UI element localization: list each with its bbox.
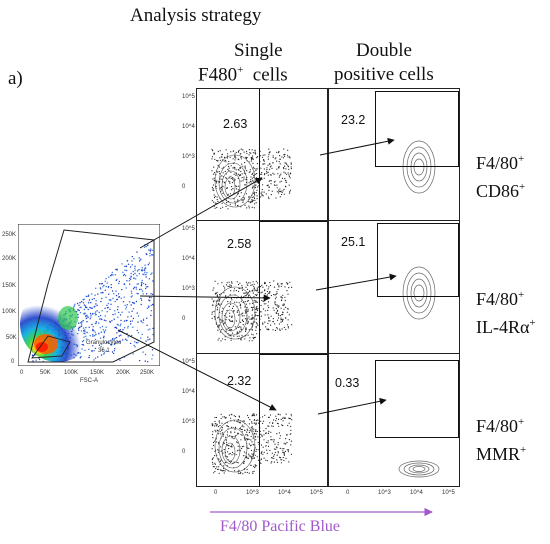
- gating-x-tick: 200K: [116, 370, 131, 376]
- single-percentage: 2.58: [227, 237, 252, 251]
- double-panel-mmr: 0.33: [328, 353, 460, 487]
- y-log-tick: 10^3: [182, 154, 195, 160]
- single-percentage: 2.63: [223, 117, 248, 131]
- gating-y-tick: 250K: [2, 232, 17, 238]
- double-contour-cd86: [402, 140, 436, 194]
- single-panel-mmr: 2.32: [196, 353, 328, 487]
- gating-plot-svg: [17, 223, 161, 367]
- x-axis-label: F4/80 Pacific Blue: [220, 518, 340, 535]
- column-header-double-line2: positive cells: [334, 64, 434, 85]
- row-label-il4ra: F4/80+ IL-4Rα+: [476, 289, 536, 337]
- x-log-tick: 10^4: [410, 490, 423, 496]
- y-log-tick: 10^4: [182, 389, 195, 395]
- gating-x-axis-label: FSC-A: [80, 378, 98, 384]
- gate-rectangle: [375, 91, 459, 167]
- gate-rectangle: [259, 221, 327, 353]
- double-panel-cd86: 23.2: [328, 88, 460, 221]
- gating-x-tick: 150K: [90, 370, 105, 376]
- row-label-mmr: F4/80+ MMR+: [476, 416, 527, 464]
- y-log-tick: 10^3: [182, 419, 195, 425]
- gating-y-tick: 50K: [6, 335, 17, 341]
- column-header-single-line1: Single: [234, 40, 283, 61]
- double-contour-il4ra: [402, 266, 436, 320]
- gating-x-tick: 0: [20, 370, 24, 376]
- gate-rectangle: [259, 89, 327, 220]
- y-log-tick: 0: [182, 184, 186, 190]
- gating-x-tick: 50K: [40, 370, 51, 376]
- column-header-single-line2: F480+ cells: [198, 64, 288, 86]
- double-panel-il4ra: 25.1: [328, 220, 460, 354]
- column-header-double-line1: Double: [356, 40, 412, 61]
- y-log-tick: 10^4: [182, 124, 195, 130]
- gate-rectangle: [375, 360, 459, 438]
- y-log-tick: 10^5: [182, 359, 195, 365]
- y-log-tick: 0: [182, 449, 186, 455]
- y-log-tick: 10^3: [182, 286, 195, 292]
- gating-y-tick: 200K: [2, 256, 17, 262]
- double-percentage: 25.1: [341, 235, 366, 249]
- x-log-tick: 10^3: [246, 490, 259, 496]
- y-log-tick: 10^4: [182, 256, 195, 262]
- gate-rectangle: [377, 223, 459, 297]
- y-log-tick: 10^5: [182, 226, 195, 232]
- x-log-tick: 10^3: [378, 490, 391, 496]
- gate-rectangle: [259, 354, 327, 486]
- figure-label: a): [8, 68, 23, 89]
- gating-x-tick: 100K: [64, 370, 79, 376]
- y-log-tick: 0: [182, 316, 186, 322]
- gating-x-tick: 250K: [140, 370, 155, 376]
- gating-y-tick: 100K: [2, 309, 17, 315]
- single-panel-cd86: 2.63: [196, 88, 328, 221]
- gate-name: Granulocytes: [86, 340, 122, 346]
- double-percentage: 23.2: [341, 113, 366, 127]
- single-panel-il4ra: 2.58: [196, 220, 328, 354]
- x-log-tick: 10^4: [278, 490, 291, 496]
- row-label-cd86: F4/80+ CD86+: [476, 153, 526, 201]
- double-percentage: 0.33: [335, 376, 360, 390]
- title: Analysis strategy: [130, 5, 262, 26]
- double-contour-mmr: [398, 460, 440, 478]
- x-log-tick: 0: [214, 490, 218, 496]
- gating-y-tick: 150K: [2, 283, 17, 289]
- x-log-tick: 10^5: [442, 490, 455, 496]
- gating-plot: [17, 223, 161, 367]
- x-log-tick: 10^5: [310, 490, 323, 496]
- single-percentage: 2.32: [227, 374, 252, 388]
- x-log-tick: 0: [346, 490, 350, 496]
- y-log-tick: 10^5: [182, 94, 195, 100]
- gate-value: 36.1: [98, 348, 110, 354]
- gating-y-tick: 0: [11, 359, 15, 365]
